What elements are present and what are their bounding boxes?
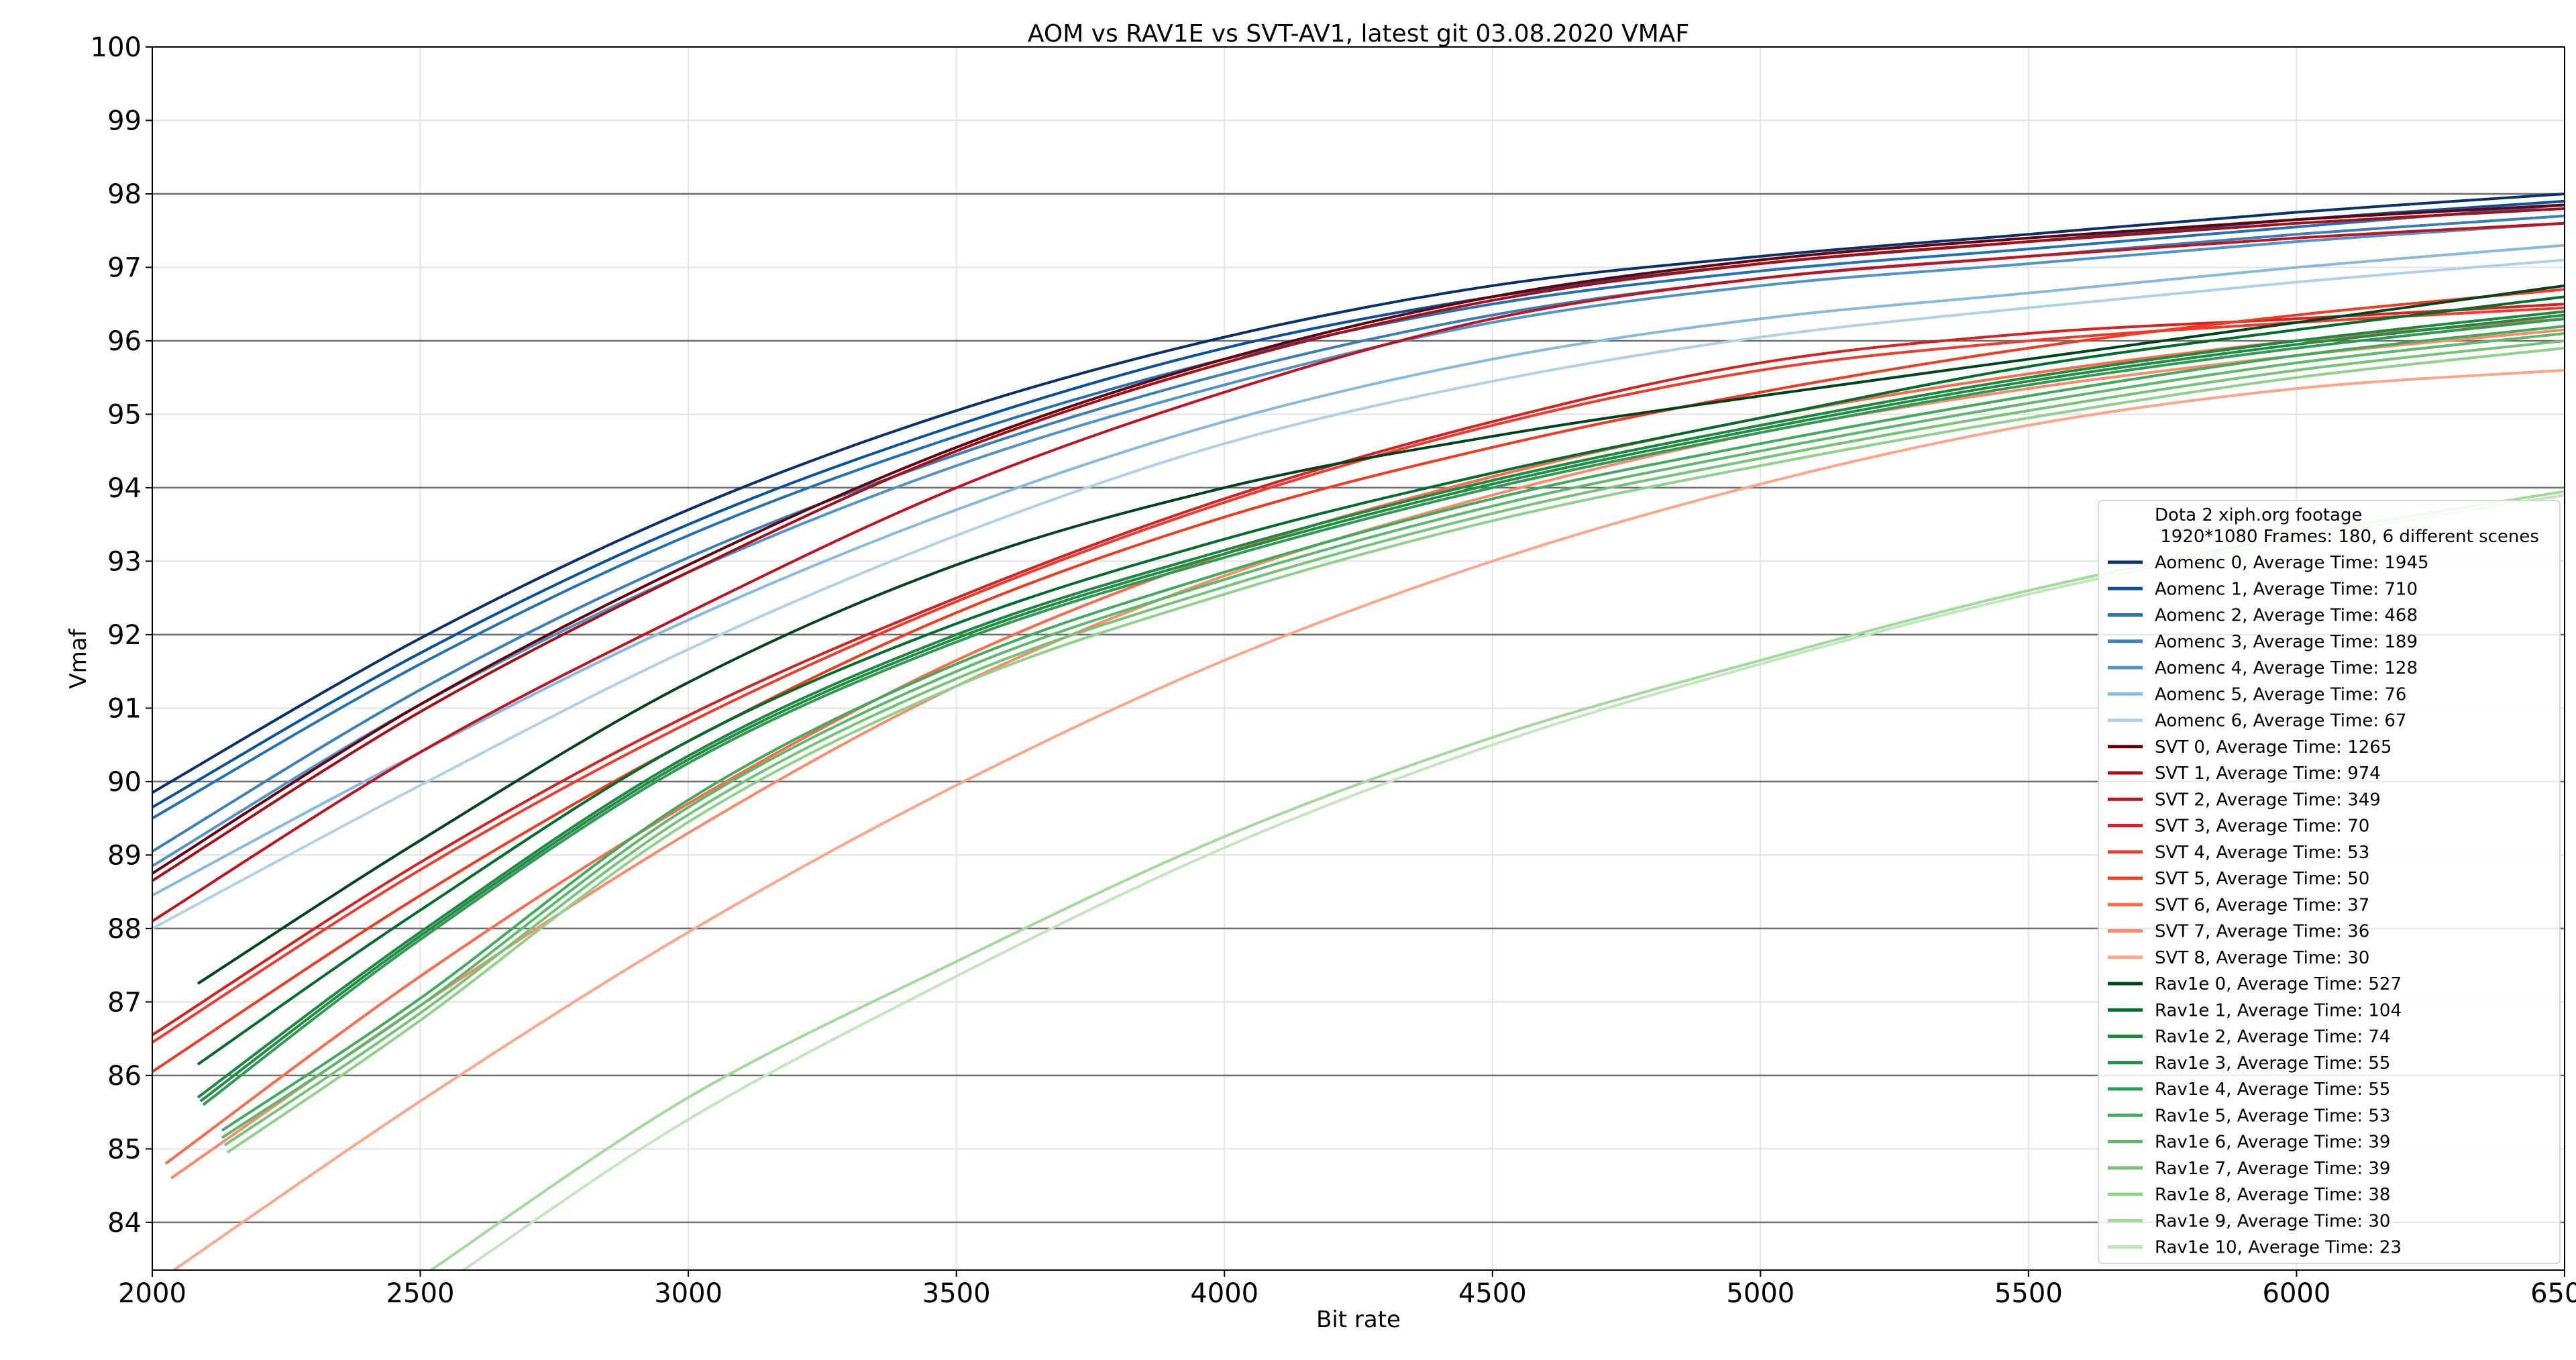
y-tick-label: 96 bbox=[107, 326, 142, 357]
legend-label-0: Aomenc 0, Average Time: 1945 bbox=[2155, 553, 2429, 573]
x-tick-label: 4500 bbox=[1458, 1278, 1527, 1309]
y-tick-label: 88 bbox=[107, 914, 142, 945]
x-tick-label: 2500 bbox=[386, 1278, 455, 1309]
series-line-7 bbox=[152, 203, 2565, 875]
series-line-6 bbox=[152, 258, 2565, 930]
y-tick-label: 93 bbox=[107, 546, 142, 577]
series-line-20 bbox=[202, 317, 2565, 1106]
y-tick-label: 100 bbox=[91, 32, 142, 63]
y-tick-label: 92 bbox=[107, 620, 142, 651]
legend-label-20: Rav1e 4, Average Time: 55 bbox=[2155, 1080, 2390, 1100]
y-tick-label: 91 bbox=[107, 693, 142, 724]
y-axis-label: Vmaf bbox=[65, 628, 92, 688]
x-tick-label: 3000 bbox=[654, 1278, 722, 1309]
legend-label-11: SVT 4, Average Time: 53 bbox=[2155, 843, 2369, 863]
legend-label-21: Rav1e 5, Average Time: 53 bbox=[2155, 1106, 2390, 1126]
y-tick-label: 89 bbox=[107, 840, 142, 871]
legend-label-5: Aomenc 5, Average Time: 76 bbox=[2155, 684, 2406, 704]
y-tick-label: 84 bbox=[107, 1208, 142, 1239]
legend-label-6: Aomenc 6, Average Time: 67 bbox=[2155, 711, 2406, 731]
legend-label-16: Rav1e 0, Average Time: 527 bbox=[2155, 974, 2402, 994]
legend: Dota 2 xiph.org footage 1920*1080 Frames… bbox=[2098, 500, 2561, 1264]
series-line-4 bbox=[152, 221, 2565, 868]
legend-title: Dota 2 xiph.org footage 1920*1080 Frames… bbox=[2155, 505, 2539, 547]
x-tick-label: 4000 bbox=[1190, 1278, 1258, 1309]
legend-title-line: 1920*1080 Frames: 180, 6 different scene… bbox=[2155, 527, 2539, 547]
series-line-8 bbox=[152, 207, 2565, 882]
series-line-23 bbox=[223, 339, 2565, 1147]
legend-label-23: Rav1e 7, Average Time: 39 bbox=[2155, 1159, 2390, 1179]
legend-label-3: Aomenc 3, Average Time: 189 bbox=[2155, 632, 2418, 652]
series-line-0 bbox=[152, 193, 2565, 794]
legend-label-7: SVT 0, Average Time: 1265 bbox=[2155, 737, 2392, 757]
legend-label-10: SVT 3, Average Time: 70 bbox=[2155, 817, 2369, 837]
legend-label-8: SVT 1, Average Time: 974 bbox=[2155, 764, 2381, 784]
x-tick-label: 6500 bbox=[2530, 1278, 2576, 1309]
x-tick-label: 5000 bbox=[1726, 1278, 1794, 1309]
legend-label-18: Rav1e 2, Average Time: 74 bbox=[2155, 1027, 2390, 1047]
legend-label-12: SVT 5, Average Time: 50 bbox=[2155, 869, 2369, 889]
y-tick-label: 99 bbox=[107, 105, 142, 136]
x-tick-label: 5500 bbox=[1994, 1278, 2063, 1309]
series-line-5 bbox=[152, 244, 2565, 897]
x-tick-label: 6000 bbox=[2263, 1278, 2331, 1309]
series-line-9 bbox=[152, 221, 2565, 923]
plot-frame bbox=[152, 46, 2565, 1271]
legend-label-22: Rav1e 6, Average Time: 39 bbox=[2155, 1133, 2390, 1153]
series-line-22 bbox=[221, 332, 2565, 1139]
series-line-18 bbox=[197, 310, 2565, 1099]
x-axis-label: Bit rate bbox=[1316, 1306, 1401, 1333]
y-tick-label: 95 bbox=[107, 399, 142, 430]
series-line-12 bbox=[152, 288, 2565, 1074]
legend-label-15: SVT 8, Average Time: 30 bbox=[2155, 948, 2369, 968]
legend-label-1: Aomenc 1, Average Time: 710 bbox=[2155, 579, 2418, 599]
y-tick-label: 86 bbox=[107, 1061, 142, 1092]
series-lines bbox=[152, 193, 2565, 1270]
series-line-21 bbox=[221, 325, 2565, 1132]
series-line-16 bbox=[197, 284, 2565, 985]
legend-label-24: Rav1e 8, Average Time: 38 bbox=[2155, 1185, 2390, 1205]
legend-title-line: Dota 2 xiph.org footage bbox=[2155, 505, 2363, 525]
series-line-19 bbox=[199, 313, 2565, 1102]
legend-label-26: Rav1e 10, Average Time: 23 bbox=[2155, 1238, 2402, 1258]
series-line-1 bbox=[152, 199, 2565, 808]
y-tick-label: 90 bbox=[107, 767, 142, 798]
series-line-15 bbox=[172, 368, 2565, 1270]
y-tick-label: 94 bbox=[107, 473, 142, 504]
axis-ticks: 2000 2500 3000 3500 4000 4500 5000 5500 6000 6500… bbox=[91, 32, 2576, 1309]
y-tick-label: 87 bbox=[107, 987, 142, 1018]
y-tick-label: 98 bbox=[107, 179, 142, 210]
legend-label-17: Rav1e 1, Average Time: 104 bbox=[2155, 1000, 2402, 1021]
y-tick-label: 85 bbox=[107, 1134, 142, 1165]
series-line-3 bbox=[152, 214, 2565, 853]
series-line-17 bbox=[197, 295, 2565, 1066]
legend-label-13: SVT 6, Average Time: 37 bbox=[2155, 895, 2369, 915]
legend-label-25: Rav1e 9, Average Time: 30 bbox=[2155, 1211, 2390, 1231]
y-tick-label: 97 bbox=[107, 252, 142, 283]
x-tick-label: 3500 bbox=[922, 1278, 991, 1309]
x-tick-label: 2000 bbox=[118, 1278, 186, 1309]
series-line-24 bbox=[226, 346, 2565, 1154]
legend-box bbox=[2098, 500, 2561, 1264]
legend-label-4: Aomenc 4, Average Time: 128 bbox=[2155, 658, 2418, 678]
legend-label-2: Aomenc 2, Average Time: 468 bbox=[2155, 606, 2418, 626]
chart-title: AOM vs RAV1E vs SVT-AV1, latest git 03.0… bbox=[1028, 20, 1689, 48]
legend-label-9: SVT 2, Average Time: 349 bbox=[2155, 790, 2381, 810]
legend-label-14: SVT 7, Average Time: 36 bbox=[2155, 922, 2369, 942]
legend-label-19: Rav1e 3, Average Time: 55 bbox=[2155, 1053, 2390, 1074]
